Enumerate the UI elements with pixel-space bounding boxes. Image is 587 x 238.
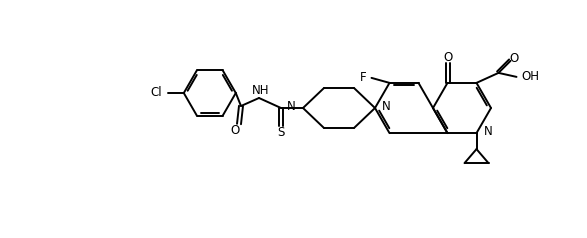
Text: NH: NH [252,84,270,98]
Text: N: N [287,99,296,113]
Text: F: F [360,71,366,84]
Text: Cl: Cl [150,86,162,99]
Text: O: O [443,51,452,64]
Text: S: S [277,127,285,139]
Text: OH: OH [521,70,539,83]
Text: N: N [484,125,492,138]
Text: O: O [230,124,239,138]
Text: N: N [382,99,391,113]
Text: O: O [510,52,519,65]
